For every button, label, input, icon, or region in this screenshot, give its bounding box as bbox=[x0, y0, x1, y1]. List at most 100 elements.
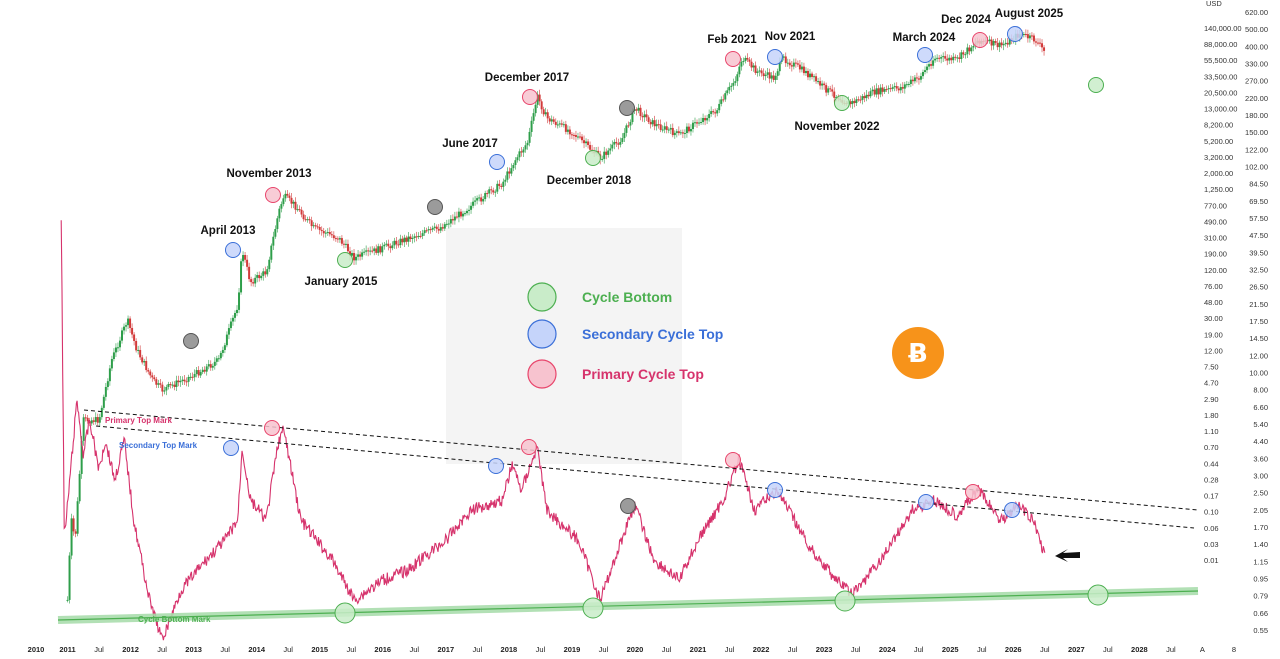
price-candle bbox=[264, 271, 267, 275]
cycle-marker bbox=[1087, 584, 1109, 606]
price-candle bbox=[962, 52, 965, 55]
price-candle bbox=[998, 42, 1001, 48]
price-candle bbox=[960, 52, 963, 59]
price-candle bbox=[1034, 41, 1037, 43]
price-candle bbox=[433, 226, 436, 228]
price-candle bbox=[954, 56, 957, 58]
price-candle bbox=[698, 122, 701, 124]
bitcoin-logo-circle bbox=[892, 327, 944, 379]
price-candle bbox=[490, 189, 493, 191]
price-candle bbox=[123, 326, 126, 331]
price-candle bbox=[911, 79, 914, 82]
price-candle bbox=[429, 229, 432, 231]
price-axis-label: 12.00 bbox=[1204, 346, 1223, 355]
price-candle bbox=[411, 237, 414, 240]
price-candle bbox=[217, 358, 220, 360]
price-candle bbox=[310, 220, 313, 227]
price-candle bbox=[431, 227, 434, 230]
price-candle bbox=[397, 244, 400, 246]
legend-swatch bbox=[527, 282, 557, 312]
ratio-axis-label: 47.50 bbox=[1249, 231, 1268, 240]
price-candle bbox=[209, 364, 212, 368]
price-candle bbox=[302, 214, 305, 220]
price-candle bbox=[131, 327, 134, 335]
price-candle bbox=[445, 223, 448, 225]
ratio-axis-label: 102.00 bbox=[1245, 163, 1268, 172]
price-axis-label: 0.28 bbox=[1204, 475, 1219, 484]
x-tick-label: Jul bbox=[788, 645, 798, 654]
price-candle bbox=[679, 132, 682, 134]
price-candle bbox=[215, 358, 218, 362]
price-candle bbox=[528, 131, 531, 143]
price-candle bbox=[484, 193, 487, 200]
price-axis-label: 30.00 bbox=[1204, 314, 1223, 323]
price-candle bbox=[1036, 42, 1039, 44]
price-candle bbox=[223, 345, 226, 350]
price-candle bbox=[254, 277, 257, 284]
price-candle bbox=[1022, 34, 1025, 36]
ratio-line-series bbox=[60, 220, 1046, 641]
x-tick-label: Jul bbox=[473, 645, 483, 654]
price-candle bbox=[84, 417, 87, 419]
price-candle bbox=[530, 120, 533, 132]
price-candle bbox=[994, 41, 997, 43]
price-candle bbox=[532, 113, 535, 121]
price-candle bbox=[560, 123, 563, 125]
price-candle bbox=[615, 141, 618, 144]
price-candle bbox=[706, 118, 709, 121]
price-candle bbox=[308, 219, 311, 221]
ratio-axis-label: 0.79 bbox=[1253, 592, 1268, 601]
price-candle bbox=[177, 380, 180, 383]
price-candle bbox=[74, 531, 77, 534]
price-candle bbox=[875, 88, 878, 95]
price-candle bbox=[443, 224, 446, 229]
price-candle bbox=[833, 91, 836, 98]
price-candle bbox=[316, 226, 319, 228]
price-candle bbox=[506, 171, 509, 180]
price-candle bbox=[185, 381, 188, 383]
price-candle bbox=[468, 209, 471, 211]
legend-label: Secondary Cycle Top bbox=[582, 326, 723, 342]
price-candle bbox=[191, 376, 194, 378]
price-candle bbox=[766, 72, 769, 75]
price-candle bbox=[278, 208, 281, 219]
price-candle bbox=[203, 369, 206, 372]
x-axis: 2010 2011 Jul 2012 Jul 2013 Jul 2014 Jul 2015 Jul 2… bbox=[28, 645, 1236, 654]
price-candle bbox=[288, 195, 291, 198]
price-candle bbox=[94, 417, 97, 422]
price-candle bbox=[300, 209, 303, 215]
price-candle bbox=[649, 121, 652, 125]
price-candle bbox=[415, 236, 418, 238]
price-candle bbox=[244, 255, 247, 260]
price-candle bbox=[504, 179, 507, 182]
price-candle bbox=[455, 216, 458, 218]
ratio-axis-label: 620.00 bbox=[1245, 8, 1268, 17]
price-candle bbox=[589, 145, 592, 150]
price-axis-label: 0.70 bbox=[1204, 443, 1219, 452]
price-candle bbox=[508, 171, 511, 174]
price-candle bbox=[211, 365, 214, 368]
price-candle bbox=[498, 183, 501, 186]
price-candle bbox=[996, 42, 999, 48]
cycle-label: April 2013 bbox=[201, 225, 256, 237]
price-candle bbox=[665, 126, 668, 130]
price-candle bbox=[637, 107, 640, 111]
price-candle bbox=[821, 83, 824, 86]
price-candle bbox=[395, 240, 398, 245]
price-candle bbox=[714, 112, 717, 114]
price-candle bbox=[183, 379, 186, 382]
price-candle bbox=[72, 518, 75, 532]
price-candle bbox=[744, 57, 747, 61]
price-candle bbox=[407, 236, 410, 242]
x-tick-label: 2020 bbox=[627, 645, 644, 654]
price-candle bbox=[661, 129, 664, 131]
price-candle bbox=[348, 251, 351, 256]
x-tick-label: 2023 bbox=[816, 645, 833, 654]
ratio-axis-label: 3.00 bbox=[1253, 472, 1268, 481]
price-candle bbox=[631, 110, 634, 123]
price-candle bbox=[917, 78, 920, 80]
ratio-axis-label: 21.50 bbox=[1249, 300, 1268, 309]
price-candle bbox=[181, 379, 184, 381]
price-candle bbox=[342, 243, 345, 245]
price-axis-label: 55,500.00 bbox=[1204, 56, 1237, 65]
